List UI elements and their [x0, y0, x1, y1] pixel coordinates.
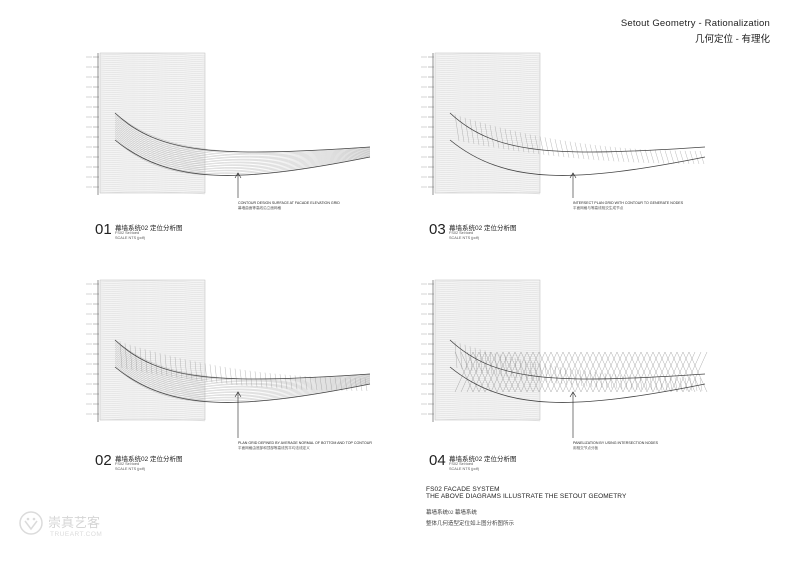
watermark-text-en: TRUEART.COM	[50, 531, 103, 538]
panel-scale: SCALE NTS (pdf)	[449, 467, 479, 471]
page-title: Setout Geometry - Rationalization	[620, 18, 770, 29]
panel-number: 04	[429, 452, 446, 469]
panel-subtitle: FS02 Sel:toed	[115, 231, 140, 235]
diagram-02-drawing	[86, 279, 371, 438]
diagram-panel-03: 03 幕墙系统02 定位分析图 FS02 Sel:toed SCALE NTS …	[415, 45, 715, 275]
panel-annotation: INTERSECT PLAN GRID WITH CONTOUR TO GENE…	[573, 201, 684, 205]
line-art	[86, 52, 371, 198]
footer-notes: FS02 FACADE SYSTEM THE ABOVE DIAGRAMS IL…	[426, 486, 626, 527]
panel-annotation-cn: 平面网格与等高线相交生成节点	[573, 206, 624, 210]
panel-number: 01	[95, 221, 112, 238]
panel-annotation: CONTOUR DESIGN SURFACE AT FACADE ELEVATI…	[238, 201, 340, 205]
panel-title: 幕墙系统02 定位分析图	[449, 225, 517, 232]
panel-scale: SCALE NTS (pdf)	[449, 236, 479, 240]
page-subtitle: 几何定位 - 有理化	[695, 34, 770, 45]
panel-annotation-cn: 幕墙曲面等高线沿立面网格	[238, 206, 282, 210]
diagram-01-drawing	[86, 52, 371, 198]
watermark-text-cn: 崇真艺客	[48, 515, 101, 530]
footer-line-1: FS02 FACADE SYSTEM	[426, 486, 500, 493]
panel-subtitle: FS02 Sel:toed	[449, 231, 474, 235]
panel-number: 02	[95, 452, 112, 469]
panel-annotation: PLAN GRID DEFINED BY AVERAGE NORMAL OF B…	[238, 441, 372, 445]
panel-scale: SCALE NTS (pdf)	[115, 467, 145, 471]
watermark-logo-icon	[19, 511, 43, 535]
panel-title: 幕墙系统02 定位分析图	[115, 456, 183, 463]
line-art	[421, 279, 708, 438]
footer-line-4: 整体几何造型定位如上图分析图所示	[426, 521, 515, 527]
diagram-panel-02: 02 幕墙系统02 定位分析图 FS02 Sel:toed SCALE NTS …	[80, 272, 380, 502]
diagram-panel-04: 04 幕墙系统02 定位分析图 FS02 Sel:toed SCALE NTS …	[415, 272, 715, 502]
panel-subtitle: FS02 Sel:toed	[449, 462, 474, 466]
panel-title: 幕墙系统02 定位分析图	[449, 456, 517, 463]
panel-annotation-cn: 平面网格由底部和顶部等高线的平均法线定义	[238, 446, 310, 450]
diagram-03-drawing	[421, 52, 706, 198]
panel-subtitle: FS02 Sel:toed	[115, 462, 140, 466]
diagram-04-drawing	[421, 279, 708, 438]
panel-annotation-cn: 用相交节点分板	[573, 446, 599, 450]
panel-scale: SCALE NTS (pdf)	[115, 236, 145, 240]
line-art	[421, 52, 706, 198]
panel-title: 幕墙系统02 定位分析图	[115, 225, 183, 232]
footer-line-2: THE ABOVE DIAGRAMS ILLUSTRATE THE SETOUT…	[426, 493, 627, 500]
panel-annotation: PANELIZATION BY USING INTERSECTION NODES	[573, 441, 659, 445]
diagram-panel-01: 01 幕墙系统02 定位分析图 FS02 Sel:toed SCALE NTS …	[80, 45, 380, 275]
footer-line-3: 幕墙系统02 幕墙系统	[426, 510, 477, 516]
page-header: Setout Geometry - Rationalization 几何定位 -…	[621, 18, 770, 45]
panel-number: 03	[429, 221, 446, 238]
line-art	[86, 279, 371, 438]
